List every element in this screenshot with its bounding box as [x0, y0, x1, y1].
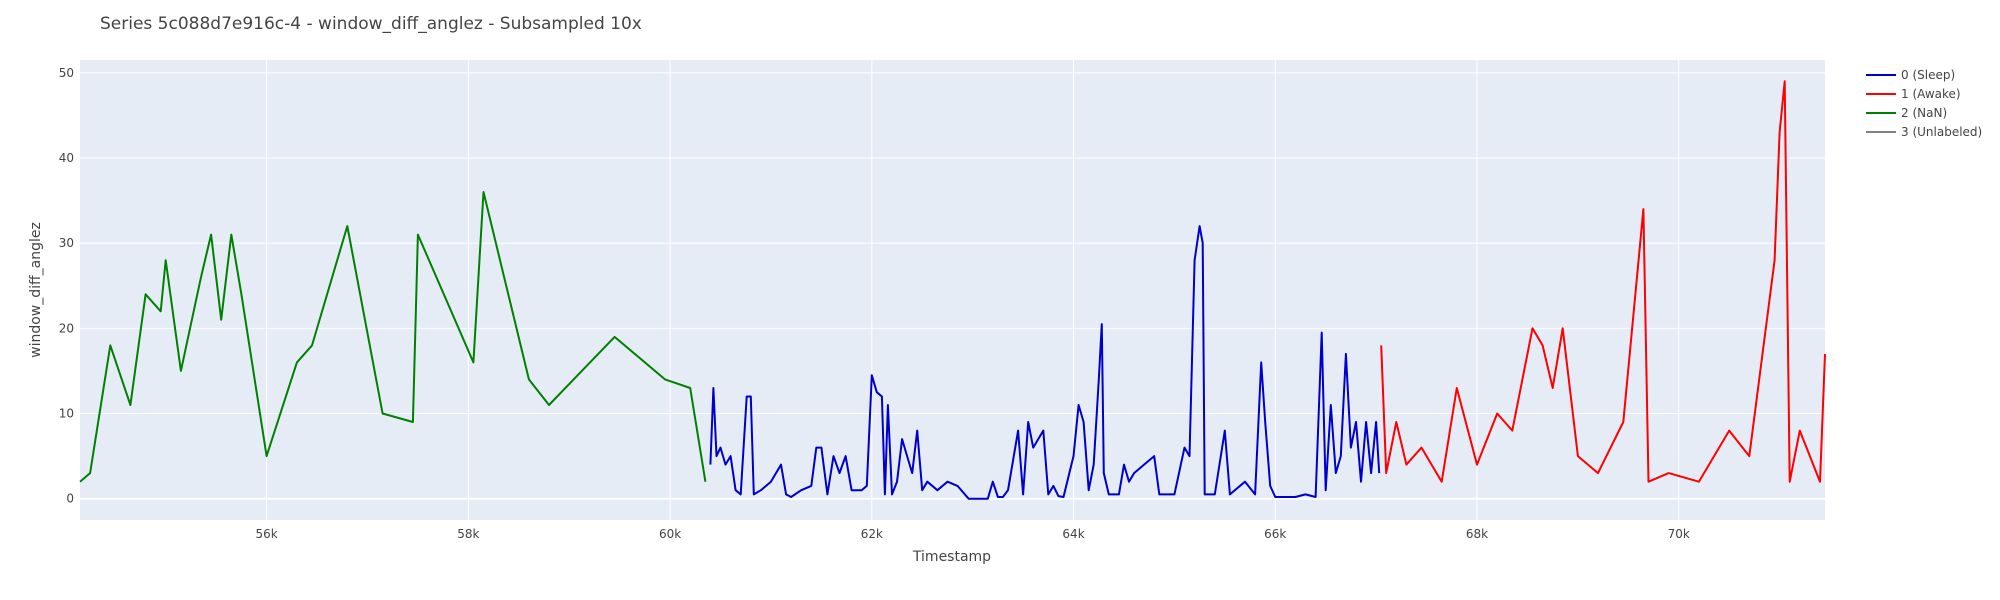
x-axis-ticks: 56k 58k 60k 62k 64k 66k 68k 70k: [255, 527, 1689, 541]
x-tick-label: 68k: [1466, 527, 1488, 541]
series-layer: [79, 80, 1826, 500]
legend-label-3-unlabeled: 3 (Unlabeled): [1901, 125, 1982, 139]
x-tick-label: 64k: [1062, 527, 1084, 541]
x-tick-label: 56k: [255, 527, 277, 541]
y-tick-label: 10: [59, 407, 74, 421]
series-line-2-nan: [79, 191, 707, 483]
y-tick-label: 40: [59, 151, 74, 165]
x-tick-label: 62k: [861, 527, 883, 541]
legend-label-0-sleep: 0 (Sleep): [1901, 68, 1955, 82]
legend: 0 (Sleep) 1 (Awake) 2 (NaN) 3 (Unlabeled): [1866, 68, 1982, 139]
chart-title: Series 5c088d7e916c-4 - window_diff_angl…: [100, 14, 642, 34]
y-axis-label: window_diff_anglez: [28, 222, 44, 358]
legend-label-1-awake: 1 (Awake): [1901, 87, 1961, 101]
y-tick-label: 50: [59, 66, 74, 80]
x-tick-label: 60k: [659, 527, 681, 541]
x-tick-label: 66k: [1264, 527, 1286, 541]
y-tick-label: 0: [66, 492, 74, 506]
legend-label-2-nan: 2 (NaN): [1901, 106, 1947, 120]
plot-area: [80, 60, 1825, 520]
gridlines: [80, 60, 1825, 520]
series-line-1-awake: [1380, 80, 1826, 483]
x-tick-label: 58k: [457, 527, 479, 541]
y-tick-label: 20: [59, 321, 74, 335]
x-axis-label: Timestamp: [912, 549, 991, 565]
series-line-0-sleep: [709, 225, 1381, 500]
y-tick-label: 30: [59, 236, 74, 250]
y-axis-ticks: 0 10 20 30 40 50: [59, 66, 74, 506]
x-tick-label: 70k: [1668, 527, 1690, 541]
